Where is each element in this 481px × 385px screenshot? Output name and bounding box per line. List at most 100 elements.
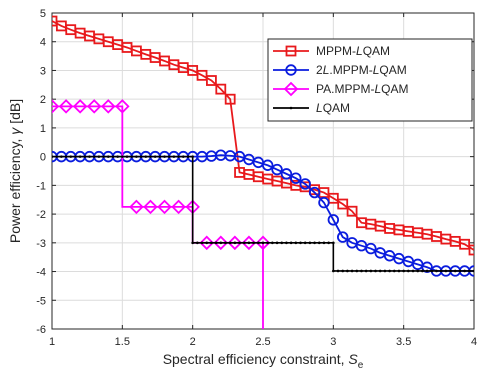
series-4-marker xyxy=(233,241,237,245)
x-tick-label: 2 xyxy=(190,336,196,348)
axis-labels: Spectral efficiency constraint, Se Power… xyxy=(7,99,364,371)
legend-label-part: L xyxy=(316,101,323,115)
legend-label-part: QAM xyxy=(323,101,350,115)
y-tick-label: -3 xyxy=(36,238,46,250)
series-4-marker xyxy=(449,269,452,273)
series-2-marker xyxy=(290,172,302,184)
series-1-marker xyxy=(459,238,471,250)
series-4-marker xyxy=(55,155,58,158)
series-4-marker xyxy=(374,269,377,273)
series-4-marker xyxy=(228,241,232,245)
x-tick-label: 1.5 xyxy=(115,336,130,348)
series-4-marker xyxy=(289,241,293,245)
series-4-marker xyxy=(383,269,387,273)
series-4-marker xyxy=(224,241,227,245)
series-4-marker xyxy=(247,241,251,245)
series-3-marker xyxy=(100,99,116,114)
series-4-marker xyxy=(271,241,274,245)
series-3-marker xyxy=(157,199,172,215)
series-4-marker xyxy=(444,269,448,273)
series-4-marker xyxy=(191,155,194,158)
legend-label-part: QAM xyxy=(379,63,406,77)
series-4-marker xyxy=(346,269,349,273)
series-4-marker xyxy=(360,269,363,273)
series-4-marker xyxy=(60,155,63,158)
series-4-marker xyxy=(341,269,345,273)
series-4-marker xyxy=(350,269,354,273)
series-4-marker xyxy=(78,155,82,158)
series-3-marker xyxy=(171,199,186,215)
series-2-marker xyxy=(365,242,377,255)
legend-label-part: .MPPM- xyxy=(329,63,372,77)
series-3-marker xyxy=(199,235,215,251)
series-4-marker xyxy=(97,155,101,158)
series-4-marker xyxy=(102,155,105,158)
series-4-marker xyxy=(322,241,326,245)
series-3-marker xyxy=(241,235,257,251)
series-4-marker xyxy=(52,155,54,158)
series-4-marker xyxy=(121,155,124,158)
legend-item-3: PA.MPPM-LQAM xyxy=(273,81,408,97)
series-4-marker xyxy=(364,269,368,273)
x-tick-label: 1 xyxy=(49,336,55,348)
series-4-marker xyxy=(369,269,373,273)
y-tick-label: -2 xyxy=(36,209,46,221)
y-tick-label: 0 xyxy=(40,152,46,164)
series-4-marker xyxy=(69,155,73,158)
series-4-marker xyxy=(332,241,335,245)
series-4-marker xyxy=(205,241,209,245)
series-1-marker xyxy=(215,83,227,95)
series-4-marker xyxy=(332,269,335,273)
legend-label: PA.MPPM-LQAM xyxy=(316,82,408,96)
legend-label-part: L xyxy=(374,82,381,96)
x-tick-label: 4 xyxy=(471,336,477,348)
series-4-marker xyxy=(388,269,391,273)
series-3-marker xyxy=(86,99,102,114)
series-4-marker xyxy=(257,241,260,245)
series-3 xyxy=(52,99,271,329)
y-tick-label: 5 xyxy=(40,8,46,20)
legend-label-part: MPPM- xyxy=(316,44,356,58)
x-axis-label-text: Spectral efficiency constraint, xyxy=(163,351,349,367)
series-4-marker xyxy=(435,269,438,273)
legend-swatch-marker xyxy=(283,81,299,97)
y-tick-label: -1 xyxy=(36,180,46,192)
series-4-marker xyxy=(88,155,91,158)
series-1-marker xyxy=(224,93,236,105)
series-4-marker xyxy=(116,155,119,158)
series-4-marker xyxy=(472,269,474,273)
series-4-marker xyxy=(163,155,166,158)
legend-label: LQAM xyxy=(316,101,350,115)
series-4-marker xyxy=(463,269,466,273)
series-3-marker xyxy=(143,199,158,215)
x-tick-label: 3 xyxy=(330,336,336,348)
series-1-marker xyxy=(337,198,349,210)
series-4-marker xyxy=(111,155,115,158)
series-4-marker xyxy=(158,155,162,158)
legend-swatch-marker xyxy=(285,45,297,57)
series-4-marker xyxy=(74,155,77,158)
series-4-marker xyxy=(139,155,143,158)
legend-label-part: L xyxy=(323,63,330,77)
series-3-marker xyxy=(52,99,60,114)
series-4-marker xyxy=(317,241,321,245)
series-4-marker xyxy=(378,269,382,273)
y-tick-label: 4 xyxy=(40,37,46,49)
legend-swatch-marker xyxy=(289,106,293,110)
series-4-marker xyxy=(64,155,68,158)
series-2-marker xyxy=(299,178,311,190)
series-4-marker xyxy=(214,241,218,245)
y-tick-label: 2 xyxy=(40,94,46,106)
series-3-marker xyxy=(213,235,229,251)
series-1-marker xyxy=(327,192,339,204)
series-4-marker xyxy=(453,269,457,273)
series-4-marker xyxy=(130,155,134,158)
series-3-marker xyxy=(255,235,271,251)
series-4-marker xyxy=(266,241,269,245)
series-4-marker xyxy=(83,155,87,158)
legend-label-part: L xyxy=(356,44,363,58)
legend-label-part: QAM xyxy=(363,44,390,58)
series-2-marker xyxy=(280,168,293,180)
